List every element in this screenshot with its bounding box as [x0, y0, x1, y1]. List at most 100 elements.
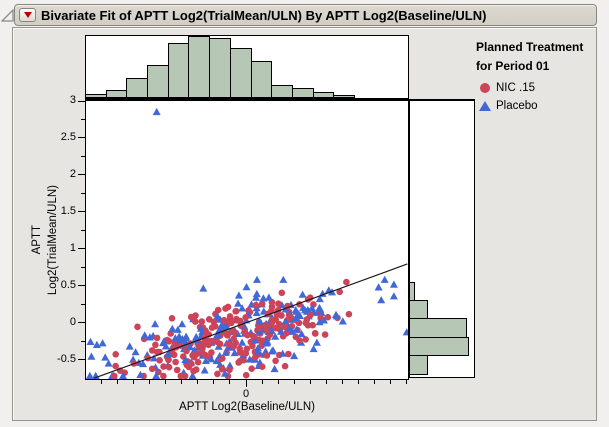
data-point-placebo[interactable] — [176, 335, 185, 343]
data-point-nic15[interactable] — [275, 300, 282, 307]
data-point-placebo[interactable] — [253, 275, 261, 283]
data-point-nic15[interactable] — [165, 338, 173, 345]
data-point-nic15[interactable] — [172, 358, 179, 366]
data-point-nic15[interactable] — [272, 357, 279, 365]
scatter-plot-frame[interactable] — [85, 100, 409, 380]
outline-disclosure-icon[interactable] — [1, 9, 15, 23]
data-point-placebo[interactable] — [252, 289, 261, 298]
data-point-nic15[interactable] — [242, 314, 249, 321]
data-point-placebo[interactable] — [301, 306, 309, 314]
data-point-nic15[interactable] — [214, 306, 222, 314]
data-point-placebo[interactable] — [101, 353, 110, 361]
data-point-placebo[interactable] — [278, 349, 287, 357]
data-point-placebo[interactable] — [197, 324, 205, 332]
top-histogram-bar[interactable] — [86, 94, 107, 98]
data-point-placebo[interactable] — [380, 275, 389, 283]
data-point-placebo[interactable] — [270, 364, 279, 373]
scatter-points-layer[interactable] — [86, 101, 408, 379]
data-point-placebo[interactable] — [221, 348, 230, 356]
data-point-nic15[interactable] — [285, 350, 292, 358]
data-point-placebo[interactable] — [230, 348, 239, 357]
data-point-placebo[interactable] — [389, 280, 398, 288]
data-point-nic15[interactable] — [324, 313, 332, 321]
data-point-placebo[interactable] — [152, 371, 161, 379]
data-point-placebo[interactable] — [161, 342, 170, 350]
top-histogram-bar[interactable] — [291, 88, 314, 98]
data-point-nic15[interactable] — [198, 348, 206, 356]
data-point-placebo[interactable] — [295, 311, 304, 319]
data-point-placebo[interactable] — [220, 369, 229, 377]
data-point-placebo[interactable] — [315, 294, 324, 303]
data-point-placebo[interactable] — [279, 275, 288, 283]
data-point-nic15[interactable] — [220, 316, 228, 324]
data-point-placebo[interactable] — [152, 107, 161, 116]
right-histogram-bar[interactable] — [410, 318, 467, 338]
data-point-nic15[interactable] — [165, 363, 173, 371]
top-histogram-bar[interactable] — [271, 85, 293, 98]
data-point-placebo[interactable] — [308, 304, 316, 312]
data-point-placebo[interactable] — [254, 347, 263, 355]
data-point-placebo[interactable] — [245, 355, 254, 363]
data-point-nic15[interactable] — [224, 332, 231, 339]
data-point-placebo[interactable] — [317, 308, 326, 316]
top-histogram-bar[interactable] — [229, 48, 252, 98]
right-marginal-histogram[interactable] — [409, 99, 475, 378]
top-marginal-histogram[interactable] — [85, 35, 409, 100]
data-point-placebo[interactable] — [213, 312, 222, 320]
data-point-placebo[interactable] — [186, 343, 195, 351]
data-point-placebo[interactable] — [234, 299, 243, 307]
data-point-placebo[interactable] — [312, 338, 321, 346]
report-title-bar[interactable]: Bivariate Fit of APTT Log2(TrialMean/ULN… — [14, 4, 597, 26]
data-point-nic15[interactable] — [236, 317, 244, 325]
data-point-nic15[interactable] — [343, 278, 350, 286]
data-point-placebo[interactable] — [251, 336, 259, 344]
data-point-placebo[interactable] — [131, 348, 140, 356]
data-point-placebo[interactable] — [207, 355, 216, 363]
data-point-nic15[interactable] — [160, 363, 167, 370]
data-point-placebo[interactable] — [221, 321, 230, 330]
data-point-placebo[interactable] — [298, 290, 307, 298]
data-point-nic15[interactable] — [225, 340, 232, 348]
data-point-nic15[interactable] — [230, 342, 237, 350]
data-point-placebo[interactable] — [320, 316, 328, 324]
data-point-placebo[interactable] — [225, 361, 234, 369]
data-point-placebo[interactable] — [315, 318, 324, 326]
data-point-nic15[interactable] — [201, 338, 208, 346]
data-point-nic15[interactable] — [195, 342, 202, 350]
data-point-placebo[interactable] — [389, 292, 398, 300]
data-point-placebo[interactable] — [338, 317, 347, 325]
data-point-nic15[interactable] — [281, 323, 289, 331]
data-point-nic15[interactable] — [153, 334, 161, 342]
data-point-nic15[interactable] — [210, 318, 217, 326]
data-point-placebo[interactable] — [178, 320, 187, 328]
data-point-nic15[interactable] — [192, 318, 199, 325]
data-point-placebo[interactable] — [332, 310, 340, 318]
data-point-nic15[interactable] — [111, 372, 118, 379]
top-histogram-bar[interactable] — [209, 38, 231, 98]
data-point-nic15[interactable] — [222, 305, 229, 312]
data-point-nic15[interactable] — [230, 335, 237, 343]
data-point-placebo[interactable] — [136, 370, 145, 378]
data-point-placebo[interactable] — [252, 293, 260, 301]
data-point-placebo[interactable] — [291, 314, 300, 322]
top-histogram-bar[interactable] — [105, 90, 128, 98]
legend-item-placebo[interactable]: Placebo — [476, 100, 596, 112]
data-point-nic15[interactable] — [194, 358, 202, 366]
data-point-nic15[interactable] — [281, 362, 289, 370]
data-point-placebo[interactable] — [269, 346, 277, 354]
data-point-nic15[interactable] — [248, 365, 255, 373]
data-point-nic15[interactable] — [152, 341, 159, 349]
data-point-nic15[interactable] — [165, 356, 172, 363]
right-histogram-bar[interactable] — [410, 299, 428, 320]
data-point-placebo[interactable] — [168, 324, 177, 332]
data-point-nic15[interactable] — [242, 371, 250, 379]
data-point-nic15[interactable] — [134, 323, 141, 331]
data-point-placebo[interactable] — [119, 371, 127, 379]
data-point-placebo[interactable] — [238, 338, 247, 346]
data-point-placebo[interactable] — [255, 317, 264, 325]
data-point-placebo[interactable] — [192, 332, 201, 341]
data-point-nic15[interactable] — [203, 330, 210, 337]
data-point-nic15[interactable] — [177, 372, 185, 379]
data-point-nic15[interactable] — [208, 324, 216, 331]
data-point-nic15[interactable] — [187, 313, 195, 321]
